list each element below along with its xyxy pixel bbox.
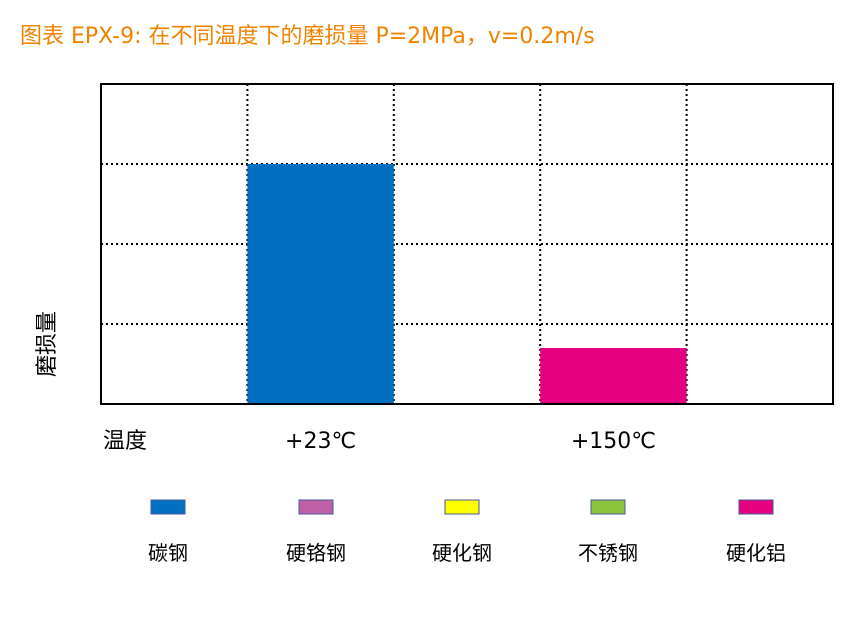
category-labels: +23℃ +150℃: [285, 429, 656, 454]
legend-label: 碳钢: [148, 541, 188, 565]
category-label: +23℃: [285, 429, 356, 454]
legend-swatch: [590, 499, 626, 515]
plot-frame: [100, 83, 834, 405]
legend-swatch: [444, 499, 480, 515]
legend-swatch: [150, 499, 186, 515]
y-axis-label: 磨损量: [35, 311, 60, 377]
legend: 碳钢 硬铬钢 硬化钢 不锈钢 硬化铝: [148, 499, 786, 565]
bar: [247, 164, 394, 404]
legend-swatch: [298, 499, 334, 515]
grid-layer: [101, 84, 833, 404]
legend-label: 硬铬钢: [286, 541, 346, 565]
legend-label: 不锈钢: [578, 541, 638, 565]
bar: [540, 348, 687, 404]
x-axis-label: 温度: [103, 429, 147, 454]
legend-label: 硬化铝: [726, 541, 786, 565]
legend-swatch: [738, 499, 774, 515]
legend-label: 硬化钢: [432, 541, 492, 565]
chart-title: 图表 EPX-9: 在不同温度下的磨损量 P=2MPa，v=0.2m/s: [20, 24, 595, 49]
category-label: +150℃: [571, 429, 656, 454]
bar-layer: [247, 164, 687, 404]
